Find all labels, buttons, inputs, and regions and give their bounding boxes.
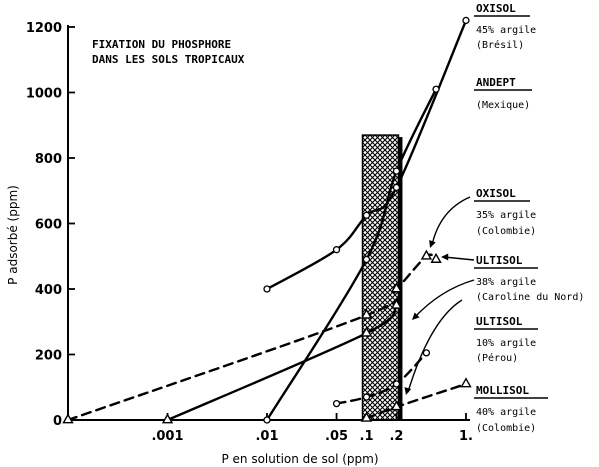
data-point-circle — [432, 85, 440, 93]
data-point-triangle — [420, 249, 433, 260]
data-point-triangle — [390, 298, 403, 309]
shaded-band-shadow — [398, 137, 403, 420]
data-point-triangle — [360, 308, 373, 319]
series-name: OXISOL — [476, 2, 516, 15]
series-name: ULTISOL — [476, 254, 523, 267]
x-tick-label: .2 — [389, 429, 403, 444]
arrow-ultisol-caroline — [443, 256, 475, 261]
x-tick-label: .05 — [325, 429, 348, 444]
annotation-lines — [404, 15, 548, 399]
data-point-triangle — [390, 400, 403, 411]
x-tick-label: .001 — [151, 429, 183, 444]
series-name: MOLLISOL — [476, 384, 529, 397]
series-clay: 45% argile — [476, 25, 536, 36]
data-point-triangle — [161, 413, 174, 424]
data-point-triangle — [390, 282, 403, 293]
series-place: (Colombie) — [476, 226, 536, 237]
data-point-circle — [392, 167, 401, 175]
x-tick-label: 1. — [459, 429, 473, 444]
data-point-triangle — [62, 413, 74, 424]
series-name: OXISOL — [476, 187, 516, 200]
series-clay: 35% argile — [476, 210, 536, 221]
arrow-ultisol-perou-head — [404, 387, 412, 395]
chart-title: FIXATION DU PHOSPHORE — [92, 38, 231, 51]
series-place: (Brésil) — [476, 39, 524, 51]
data-point-circle — [332, 246, 341, 254]
y-tick-label: 0 — [53, 414, 62, 429]
arrow-oxisol-35 — [413, 279, 475, 319]
series-clay: 38% argile — [476, 277, 536, 288]
series-place: (Caroline du Nord) — [476, 292, 584, 303]
series-clay: 10% argile — [476, 338, 536, 349]
data-point-circle — [263, 416, 271, 424]
data-point-triangle — [460, 377, 472, 388]
y-tick-label: 200 — [35, 349, 62, 364]
series-line-1 — [265, 88, 438, 422]
chart-subtitle: DANS LES SOLS TROPICAUX — [92, 53, 245, 66]
series-label-ultisol-caroline: ULTISOL 38% argile (Caroline du Nord) — [476, 254, 584, 303]
series-name: ANDEPT — [476, 76, 516, 89]
y-tick-label: 600 — [35, 218, 62, 233]
series-line-0 — [265, 19, 468, 291]
data-point-circle — [462, 16, 470, 25]
series-label-mollisol: MOLLISOL 40% argile (Colombie) — [476, 384, 536, 434]
x-tick-label: .01 — [255, 429, 278, 444]
x-tick-label: .1 — [360, 429, 374, 444]
arrow-ultisol-perou — [407, 299, 463, 393]
series-label-oxisol-bresil: OXISOL 45% argile (Brésil) — [476, 2, 536, 51]
series-place: (Colombie) — [476, 423, 536, 434]
data-point-circle — [263, 285, 271, 293]
data-point-circle — [422, 349, 431, 357]
data-point-circle — [392, 380, 401, 388]
series-label-ultisol-perou: ULTISOL 10% argile (Pérou) — [476, 315, 536, 364]
series-line-2 — [166, 304, 398, 422]
data-point-circle — [332, 399, 341, 408]
arrow-oxisol-35-head — [412, 312, 420, 320]
series-clay: 40% argile — [476, 407, 536, 418]
data-point-triangle — [360, 326, 373, 337]
series-place: (Mexique) — [476, 100, 530, 111]
data-point-triangle — [360, 411, 373, 422]
series-name: ULTISOL — [476, 315, 523, 328]
y-axis-title: P adsorbé (ppm) — [6, 185, 20, 285]
y-tick-label: 800 — [35, 152, 62, 167]
arrow-oxisol-colombie-head — [429, 240, 436, 248]
arrow-oxisol-colombie — [431, 196, 471, 246]
series-line-4 — [335, 351, 428, 405]
series-label-andept: ANDEPT (Mexique) — [476, 76, 530, 111]
data-point-triangle — [430, 252, 442, 263]
x-axis-title: P en solution de sol (ppm) — [221, 452, 378, 466]
series-label-oxisol-colombie: OXISOL 35% argile (Colombie) — [476, 187, 536, 237]
y-tick-label: 1000 — [26, 87, 62, 102]
arrow-ultisol-caroline-head — [441, 253, 449, 261]
y-tick-label: 400 — [35, 283, 62, 298]
y-tick-label: 1200 — [26, 21, 62, 36]
data-point-circle — [362, 393, 371, 401]
series-place: (Pérou) — [476, 352, 518, 364]
data-point-circle — [392, 183, 401, 192]
data-point-circle — [362, 255, 371, 264]
data-point-circle — [362, 211, 371, 219]
